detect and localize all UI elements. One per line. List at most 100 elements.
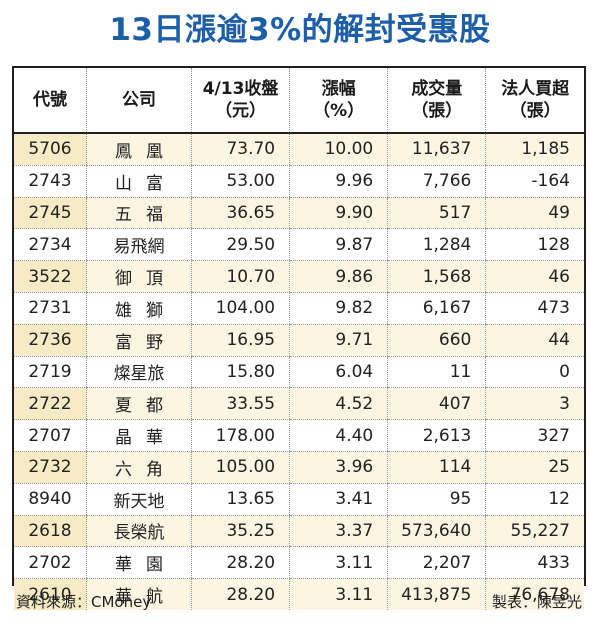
header-net-line2: （張） [509, 101, 561, 121]
table-row: 2707 晶華 178.00 4.40 2,613 327 [14, 419, 584, 452]
cell-company: 夏都 [86, 387, 192, 421]
cell-net-buy: 0 [485, 356, 584, 389]
cell-company: 鳳凰 [86, 133, 192, 166]
header-code: 代號 [14, 68, 87, 134]
cell-close: 16.95 [190, 324, 290, 357]
table-row: 8940 新天地 13.65 3.41 95 12 [14, 483, 584, 516]
table-row: 2736 富野 16.95 9.71 660 44 [14, 324, 584, 357]
header-close-line1: 4/13收盤 [202, 79, 279, 99]
cell-change: 9.87 [289, 228, 388, 262]
cell-volume: 2,207 [387, 546, 486, 580]
table-row: 3522 御頂 10.70 9.86 1,568 46 [14, 260, 584, 293]
table-row: 2734 易飛網 29.50 9.87 1,284 128 [14, 228, 584, 262]
table-row: 5706 鳳凰 73.70 10.00 11,637 1,185 [14, 133, 584, 166]
header-change: 漲幅 （%） [289, 68, 388, 134]
cell-company: 易飛網 [86, 228, 192, 262]
cell-volume: 517 [387, 197, 486, 230]
cell-company: 燦星旅 [86, 356, 192, 389]
cell-company: 新天地 [86, 483, 192, 516]
table-row: 2731 雄獅 104.00 9.82 6,167 473 [14, 292, 584, 325]
header-company: 公司 [86, 68, 192, 134]
cell-net-buy: 433 [485, 546, 584, 580]
cell-net-buy: 55,227 [485, 515, 584, 548]
cell-volume: 114 [387, 451, 486, 484]
cell-code: 2745 [14, 197, 87, 230]
cell-volume: 413,875 [387, 578, 486, 610]
cell-close: 73.70 [190, 133, 290, 166]
cell-change: 3.11 [289, 578, 388, 610]
cell-code: 2732 [14, 451, 87, 484]
cell-code: 2618 [14, 515, 87, 548]
cell-close: 105.00 [190, 451, 290, 484]
cell-change: 6.04 [289, 356, 388, 389]
cell-volume: 2,613 [387, 419, 486, 452]
cell-change: 3.41 [289, 483, 388, 516]
cell-net-buy: 76,678 [485, 578, 584, 610]
cell-close: 28.20 [190, 546, 290, 580]
cell-code: 2722 [14, 387, 87, 421]
cell-volume: 11 [387, 356, 486, 389]
header-volume-line2: （張） [411, 101, 463, 121]
table-row: 2618 長榮航 35.25 3.37 573,640 55,227 [14, 515, 584, 548]
cell-company: 晶華 [86, 419, 192, 452]
cell-volume: 573,640 [387, 515, 486, 548]
stock-table: 代號 公司 4/13收盤 （元） 漲幅 （%） 成交量 （張） 法人買超 （張） 570… [14, 68, 584, 610]
cell-close: 36.65 [190, 197, 290, 230]
cell-net-buy: 327 [485, 419, 584, 452]
cell-change: 9.90 [289, 197, 388, 230]
table-body: 5706 鳳凰 73.70 10.00 11,637 1,185 2743 山富 53.00 9.… [14, 133, 584, 610]
cell-code: 2743 [14, 165, 87, 198]
cell-net-buy: 44 [485, 324, 584, 357]
cell-volume: 1,284 [387, 228, 486, 262]
cell-close: 28.20 [190, 578, 290, 610]
cell-code: 2610 [14, 578, 87, 610]
cell-change: 9.82 [289, 292, 388, 325]
header-volume-line1: 成交量 [411, 79, 463, 99]
header-close-line2: （元） [215, 101, 267, 121]
cell-net-buy: 473 [485, 292, 584, 325]
cell-volume: 7,766 [387, 165, 486, 198]
table-row: 2610 華航 28.20 3.11 413,875 76,678 [14, 578, 584, 610]
cell-code: 2736 [14, 324, 87, 357]
cell-change: 4.40 [289, 419, 388, 452]
cell-code: 8940 [14, 483, 87, 516]
cell-company: 雄獅 [86, 292, 192, 325]
cell-change: 3.96 [289, 451, 388, 484]
cell-change: 4.52 [289, 387, 388, 421]
cell-company: 華航 [86, 578, 192, 610]
cell-change: 3.37 [289, 515, 388, 548]
cell-net-buy: 12 [485, 483, 584, 516]
cell-volume: 95 [387, 483, 486, 516]
cell-close: 35.25 [190, 515, 290, 548]
cell-volume: 11,637 [387, 133, 486, 166]
cell-close: 104.00 [190, 292, 290, 325]
cell-change: 9.86 [289, 260, 388, 293]
page-title: 13日漲逾3%的解封受惠股 [109, 12, 491, 48]
cell-company: 華園 [86, 546, 192, 580]
cell-volume: 1,568 [387, 260, 486, 293]
cell-net-buy: 3 [485, 387, 584, 421]
table-row: 2743 山富 53.00 9.96 7,766 -164 [14, 165, 584, 198]
cell-code: 2719 [14, 356, 87, 389]
stock-table-frame: 代號 公司 4/13收盤 （元） 漲幅 （%） 成交量 （張） 法人買超 （張） 570… [12, 66, 586, 610]
header-net-line1: 法人買超 [501, 79, 570, 99]
cell-close: 29.50 [190, 228, 290, 262]
cell-close: 178.00 [190, 419, 290, 452]
cell-volume: 6,167 [387, 292, 486, 325]
header-change-line1: 漲幅 [321, 79, 356, 99]
cell-close: 33.55 [190, 387, 290, 421]
table-row: 2702 華園 28.20 3.11 2,207 433 [14, 546, 584, 580]
credit-note: 製表：陳昱光 [491, 593, 582, 611]
cell-code: 3522 [14, 260, 87, 293]
table-row: 2719 燦星旅 15.80 6.04 11 0 [14, 356, 584, 389]
cell-net-buy: 49 [485, 197, 584, 230]
header-net-buy: 法人買超 （張） [485, 68, 584, 134]
cell-close: 10.70 [190, 260, 290, 293]
cell-code: 2707 [14, 419, 87, 452]
cell-company: 富野 [86, 324, 192, 357]
cell-company: 長榮航 [86, 515, 192, 548]
cell-change: 9.96 [289, 165, 388, 198]
table-row: 2745 五福 36.65 9.90 517 49 [14, 197, 584, 230]
header-close: 4/13收盤 （元） [190, 68, 290, 134]
cell-company: 六角 [86, 451, 192, 484]
